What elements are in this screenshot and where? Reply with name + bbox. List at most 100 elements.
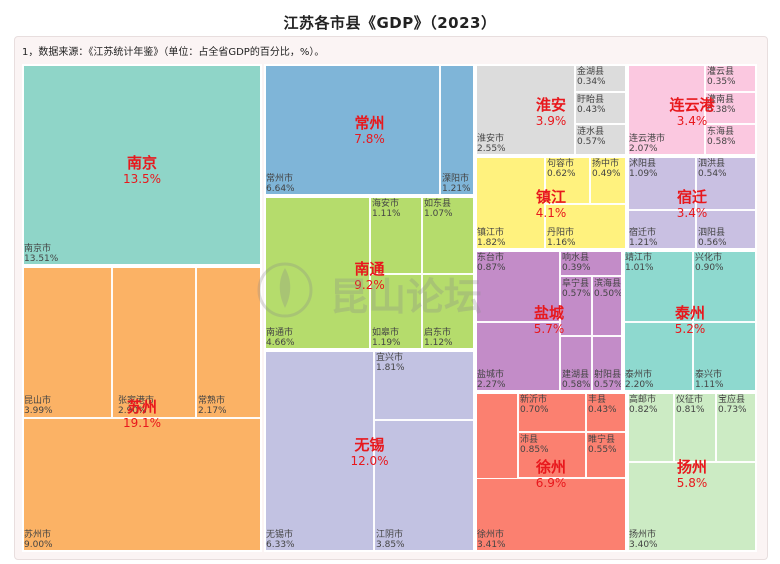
county-label: 扬州市 (629, 530, 657, 540)
county-label: 沭阳县 (629, 159, 657, 169)
county-label: 昆山市 (24, 396, 52, 406)
county-value-label: 0.49% (592, 169, 621, 179)
county-value-label: 0.57% (594, 380, 623, 390)
county-label: 灌南县 (707, 95, 735, 105)
county-value-label: 3.99% (24, 406, 53, 416)
county-value-label: 0.81% (676, 405, 705, 415)
county-label: 阜宁县 (562, 279, 590, 289)
county-cell (440, 64, 475, 196)
city-value-label: 7.8% (354, 132, 385, 146)
county-value-label: 0.34% (577, 77, 606, 87)
city-label: 南京 (126, 154, 157, 172)
city-value-label: 5.7% (533, 322, 565, 336)
county-value-label: 4.66% (266, 338, 295, 348)
city-label: 扬州 (676, 458, 707, 476)
county-label: 宝应县 (718, 395, 746, 405)
county-value-label: 1.09% (629, 169, 658, 179)
county-value-label: 2.90% (118, 406, 147, 416)
county-label: 海安市 (372, 199, 400, 209)
county-cell (693, 250, 757, 322)
county-value-label: 2.17% (198, 406, 227, 416)
city-cell (475, 392, 627, 552)
city-label: 泰州 (674, 304, 705, 322)
county-label: 盐城市 (477, 370, 505, 380)
chart-title: 江苏各市县《GDP》（2023） (283, 14, 497, 32)
county-label: 连云港市 (629, 134, 666, 144)
county-label: 宿迁市 (629, 228, 657, 238)
county-cell (264, 350, 374, 552)
county-label: 滨海县 (594, 279, 622, 289)
county-label: 东海县 (707, 127, 735, 137)
city-label: 宿迁 (676, 188, 707, 206)
county-label: 新沂市 (520, 395, 548, 405)
county-cell (575, 92, 627, 124)
city-value-label: 12.0% (350, 454, 389, 468)
county-value-label: 0.58% (562, 380, 591, 390)
county-value-label: 2.27% (477, 380, 506, 390)
city-label: 无锡 (354, 436, 385, 454)
county-cell (196, 266, 262, 418)
city-cell (627, 392, 757, 552)
county-label: 宜兴市 (376, 353, 404, 363)
city-cell (22, 266, 262, 552)
city-value-label: 3.4% (676, 206, 708, 220)
county-value-label: 0.87% (477, 263, 506, 273)
county-label: 兴化市 (695, 253, 723, 263)
city-value-label: 6.9% (535, 476, 567, 490)
county-label: 句容市 (547, 159, 575, 169)
county-cell (518, 432, 586, 478)
county-label: 靖江市 (625, 253, 653, 263)
county-value-label: 0.43% (577, 105, 606, 115)
county-value-label: 0.57% (577, 137, 606, 147)
county-label: 沛县 (520, 435, 539, 445)
county-value-label: 1.12% (424, 338, 453, 348)
county-cell (370, 274, 422, 350)
city-cell (22, 64, 262, 266)
county-value-label: 2.07% (629, 144, 658, 154)
city-cell (475, 64, 627, 156)
county-label: 泗阳县 (698, 228, 726, 238)
city-value-label: 5.2% (674, 322, 706, 336)
county-label: 东台市 (477, 253, 505, 263)
city-cell (627, 156, 757, 250)
county-value-label: 0.35% (707, 77, 736, 87)
county-label: 响水县 (562, 253, 590, 263)
county-value-label: 1.11% (372, 209, 401, 219)
city-label: 淮安 (535, 96, 566, 114)
city-label: 镇江 (535, 188, 566, 206)
city-cell (623, 250, 757, 392)
county-cell (22, 266, 112, 418)
county-value-label: 0.43% (588, 405, 617, 415)
county-label: 启东市 (424, 328, 452, 338)
county-label: 建湖县 (562, 370, 590, 380)
county-value-label: 0.55% (588, 445, 617, 455)
county-cell (575, 124, 627, 156)
county-cell (586, 392, 627, 432)
county-cell (370, 196, 422, 274)
county-label: 盱眙县 (577, 95, 605, 105)
county-value-label: 0.57% (562, 289, 591, 299)
city-value-label: 5.8% (676, 476, 708, 490)
county-value-label: 0.50% (594, 289, 623, 299)
county-cell (592, 336, 623, 392)
county-label: 金湖县 (577, 67, 605, 77)
city-cell (627, 64, 757, 156)
city-cell (264, 196, 475, 350)
city-label: 常州 (354, 114, 385, 132)
city-cell (475, 250, 623, 392)
city-label: 徐州 (535, 458, 566, 476)
county-value-label: 0.38% (707, 105, 736, 115)
county-value-label: 0.62% (547, 169, 576, 179)
county-value-label: 2.20% (625, 380, 654, 390)
city-value-label: 3.4% (676, 114, 708, 128)
county-value-label: 1.16% (547, 238, 576, 248)
county-label: 苏州市 (24, 530, 52, 540)
county-value-label: 1.81% (376, 363, 405, 373)
county-value-label: 0.70% (520, 405, 549, 415)
county-value-label: 1.82% (477, 238, 506, 248)
county-value-label: 9.00% (24, 540, 53, 550)
county-label: 泰兴市 (695, 370, 723, 380)
county-value-label: 1.07% (424, 209, 453, 219)
county-label: 泗洪县 (698, 159, 726, 169)
